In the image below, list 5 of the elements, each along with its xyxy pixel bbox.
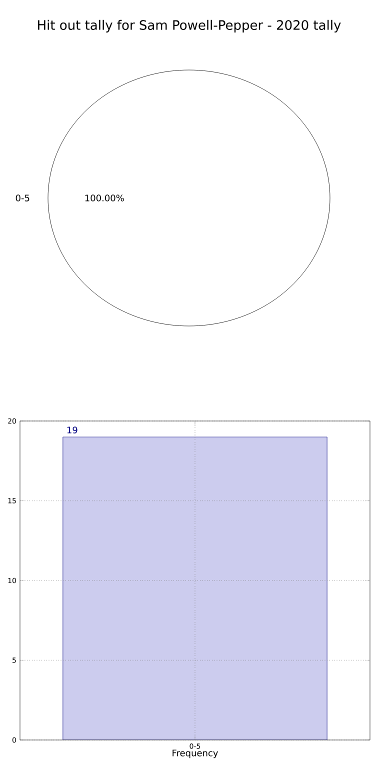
slice-label: 0-5 [16, 194, 30, 202]
x-axis-title: Frequency [172, 750, 218, 758]
data-label: 19 [67, 426, 78, 434]
chart-title: Hit out tally for Sam Powell-Pepper - 2020 tally [38, 20, 341, 32]
data-label: 100.00% [85, 194, 124, 202]
